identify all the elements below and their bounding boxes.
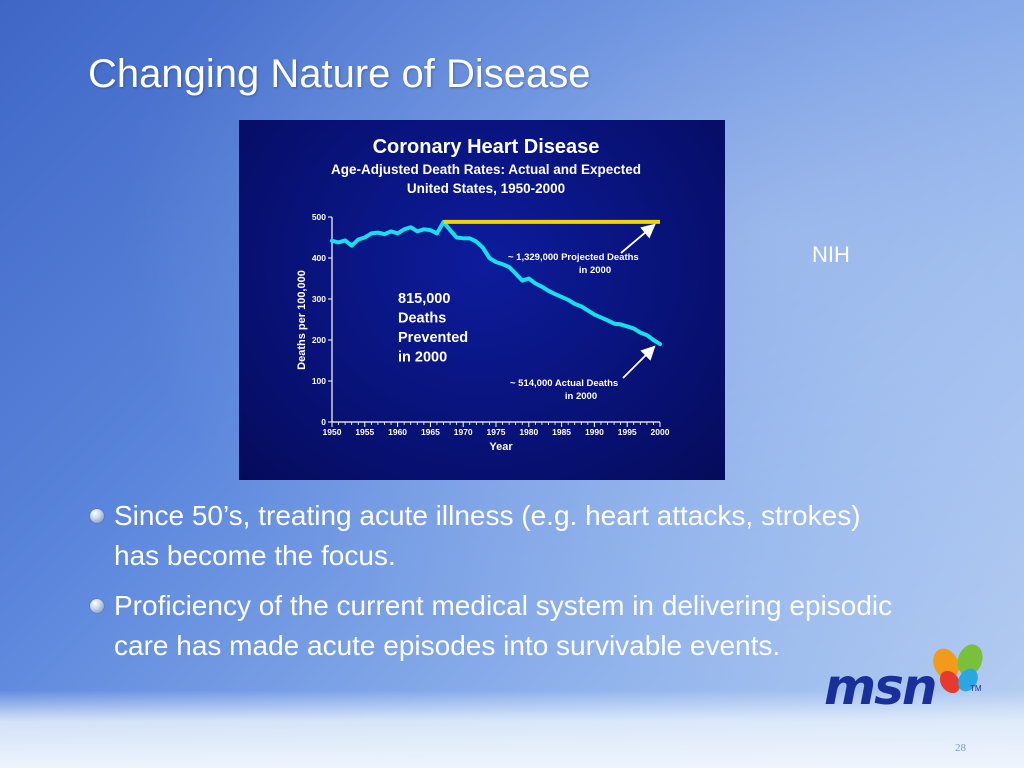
butterfly-icon xyxy=(933,644,983,694)
projected-arrow xyxy=(620,223,656,254)
projected-deaths-label: ~ 1,329,000 Projected Deaths xyxy=(508,252,639,263)
bullet-text: Since 50’s, treating acute illness (e.g.… xyxy=(114,500,861,571)
x-tick-label: 1950 xyxy=(323,427,342,437)
slide-title: Changing Nature of Disease xyxy=(88,52,591,96)
x-tick-label: 2000 xyxy=(651,427,670,437)
page-number: 28 xyxy=(955,742,966,754)
y-tick-label: 200 xyxy=(312,335,326,345)
y-tick-label: 100 xyxy=(312,376,326,386)
x-axis-label: Year xyxy=(489,441,513,453)
bullet-icon xyxy=(90,509,104,523)
x-tick-label: 1975 xyxy=(487,427,506,437)
y-tick-label: 500 xyxy=(312,212,326,222)
x-tick-label: 1985 xyxy=(552,427,571,437)
prevented-deaths-label: 815,000 xyxy=(398,291,450,307)
msn-logo: msn TM xyxy=(822,640,992,720)
x-tick-label: 1960 xyxy=(388,427,407,437)
actual-deaths-label: ~ 514,000 Actual Deaths xyxy=(510,378,618,389)
x-tick-label: 1970 xyxy=(454,427,473,437)
bullet-item: Proficiency of the current medical syste… xyxy=(88,586,908,666)
bottom-swoosh xyxy=(0,690,1024,768)
chart-panel: Coronary Heart Disease Age-Adjusted Deat… xyxy=(239,120,725,480)
bullet-item: Since 50’s, treating acute illness (e.g.… xyxy=(88,496,908,576)
msn-wordmark: msn xyxy=(824,658,937,716)
y-tick-label: 400 xyxy=(312,253,326,263)
x-tick-label: 1990 xyxy=(585,427,604,437)
x-tick-label: 1955 xyxy=(355,427,374,437)
x-tick-label: 1995 xyxy=(618,427,637,437)
actual-arrow xyxy=(622,345,656,379)
chart-subtitle-line-1: Age-Adjusted Death Rates: Actual and Exp… xyxy=(331,162,641,177)
x-tick-label: 1965 xyxy=(421,427,440,437)
bullet-list: Since 50’s, treating acute illness (e.g.… xyxy=(88,496,908,676)
chart-subtitle-line-2: United States, 1950-2000 xyxy=(407,181,565,196)
bullet-text: Proficiency of the current medical syste… xyxy=(114,590,893,661)
trademark-mark: TM xyxy=(970,684,982,693)
x-tick-label: 1980 xyxy=(519,427,538,437)
chd-chart: Coronary Heart Disease Age-Adjusted Deat… xyxy=(296,136,670,453)
prevented-deaths-label: Deaths xyxy=(398,311,446,327)
prevented-deaths-label: in 2000 xyxy=(398,350,447,366)
y-tick-label: 0 xyxy=(321,417,326,427)
actual-death-rate-line xyxy=(330,219,662,347)
chart-title: Coronary Heart Disease xyxy=(373,136,600,158)
prevented-deaths-label: Prevented xyxy=(398,330,468,346)
y-tick-label: 300 xyxy=(312,294,326,304)
actual-deaths-label: in 2000 xyxy=(565,391,597,402)
source-note: NIH xyxy=(812,242,850,267)
y-axis-label: Deaths per 100,000 xyxy=(296,270,308,370)
projected-deaths-label: in 2000 xyxy=(579,265,611,276)
bullet-icon xyxy=(90,599,104,613)
